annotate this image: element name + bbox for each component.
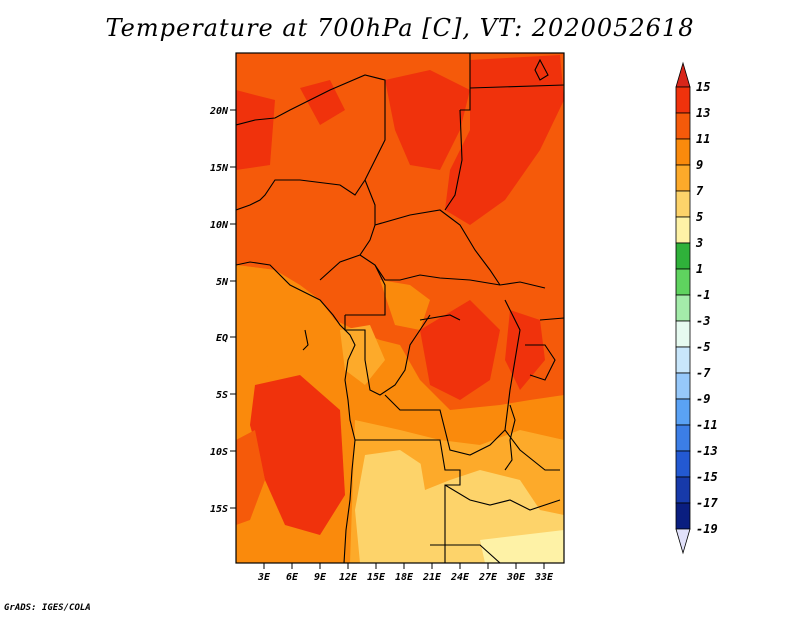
colorbar-segment <box>675 320 691 348</box>
colorbar-label: 11 <box>696 132 710 146</box>
colorbar-label: -17 <box>696 496 718 510</box>
lat-tick-label: 20N <box>209 106 229 117</box>
temperature-field <box>236 53 564 563</box>
lon-tick-label: 15E <box>367 572 386 583</box>
lon-tick-label: 12E <box>339 572 358 583</box>
hot-patch-west <box>236 90 275 170</box>
colorbar-label: 7 <box>696 184 704 198</box>
lon-tick-label: 24E <box>450 572 470 583</box>
colorbar-segment <box>675 346 691 374</box>
border-zambia-south <box>444 484 561 511</box>
colorbar-label: -15 <box>696 470 718 484</box>
cool-band-south <box>355 450 564 563</box>
colorbar-segments <box>675 61 691 555</box>
border-car-north <box>374 209 501 286</box>
colorbar-segment <box>675 450 691 478</box>
lon-tick-label: 18E <box>395 572 414 583</box>
lake-tanganyika <box>504 404 516 471</box>
colorbar-label: -1 <box>696 288 710 302</box>
colorbar-segment <box>675 268 691 296</box>
map-title: Temperature at 700hPa [C], VT: 202005261… <box>105 14 695 42</box>
border-east <box>504 299 560 471</box>
border-egypt <box>469 84 564 89</box>
lat-tick-label: 15N <box>210 163 229 174</box>
warm-patch-1 <box>380 280 430 330</box>
lon-tick-label: 9E <box>314 572 327 583</box>
colorbar-segment <box>675 476 691 504</box>
border-chad-sudan <box>444 109 463 211</box>
colorbar-segment <box>675 86 691 114</box>
hot-patch-north <box>385 70 470 170</box>
lon-tick-label: 3E <box>257 572 271 583</box>
border-libya <box>460 53 471 111</box>
colorbar-label: -11 <box>696 418 718 432</box>
colorbar-label: 15 <box>696 80 710 94</box>
atlantic-mid <box>236 430 265 525</box>
mild-patch-gabon <box>340 325 385 385</box>
lat-tick-label: 5N <box>216 277 229 288</box>
colorbar-label: -7 <box>696 366 711 380</box>
lon-tick-label: 27E <box>478 572 498 583</box>
border-uganda <box>539 317 564 321</box>
border-angola-drc <box>384 394 506 456</box>
lat-tick-label: 5S <box>216 390 228 401</box>
lat-tick-label: 10N <box>210 220 229 231</box>
border-namibia <box>430 544 501 563</box>
coastline-west <box>236 261 356 563</box>
lat-axis: 20N 15N 10N 5N EQ 5S 10S 15S <box>209 106 236 515</box>
colorbar-max-triangle <box>675 61 691 88</box>
lat-tick-label: 10S <box>210 447 228 458</box>
colorbar-label: -9 <box>696 392 710 406</box>
colorbar-label: 5 <box>696 210 703 224</box>
borders <box>236 53 564 563</box>
colorbar-label: -19 <box>696 522 718 536</box>
lon-tick-label: 6E <box>286 572 299 583</box>
lake-victoria <box>525 344 556 381</box>
lat-tick-label: 15S <box>210 504 228 515</box>
hot-patch-lakes <box>505 310 545 390</box>
coolest-patch <box>480 530 564 563</box>
border-car-drc <box>374 264 546 289</box>
colorbar-segment <box>675 502 691 530</box>
hot-patch-congo <box>420 300 500 400</box>
colorbar-label: -5 <box>696 340 710 354</box>
grads-credit: GrADS: IGES/COLA <box>4 603 91 613</box>
river-1 <box>419 314 461 321</box>
border-congo <box>344 314 431 396</box>
border-cameroon <box>319 254 386 316</box>
colorbar-segment <box>675 138 691 166</box>
colorbar-labels: 15 13 11 9 7 5 3 1 -1 -3 -5 -7 -9 -11 -13 -15 -17 -19 <box>695 80 718 536</box>
hot-patch-small-1 <box>300 80 345 125</box>
hot-patch-northeast <box>445 55 564 225</box>
colorbar-label: 13 <box>696 106 710 120</box>
colorbar-label: 1 <box>696 262 703 276</box>
hot-patch-atlantic-2 <box>250 375 345 535</box>
mild-patch-2 <box>420 455 450 490</box>
colorbar-label: -3 <box>696 314 710 328</box>
map-frame <box>235 52 565 564</box>
colorbar-segment <box>675 190 691 218</box>
colorbar: 15 13 11 9 7 5 3 1 -1 -3 -5 -7 -9 -11 -13 -15 -17 -19 <box>675 61 718 555</box>
warm-band-gulf <box>236 265 300 380</box>
colorbar-segment <box>675 424 691 452</box>
island-1 <box>302 329 309 351</box>
colorbar-segment <box>675 242 691 270</box>
lon-tick-label: 30E <box>506 572 526 583</box>
colorbar-label: 9 <box>696 158 703 172</box>
colorbar-segment <box>675 398 691 426</box>
colorbar-segment <box>675 294 691 322</box>
lon-axis: 3E 6E 9E 12E 15E 18E 21E 24E 27E 30E 33E <box>257 563 554 583</box>
colorbar-segment <box>675 216 691 244</box>
lon-tick-label: 33E <box>534 572 554 583</box>
colorbar-label: 3 <box>695 236 703 250</box>
colorbar-min-triangle <box>675 528 691 555</box>
lon-tick-label: 21E <box>422 572 442 583</box>
lat-tick-label: EQ <box>216 333 228 344</box>
colorbar-segment <box>675 112 691 140</box>
lake-nasser <box>534 58 549 81</box>
colorbar-segment <box>675 164 691 192</box>
colorbar-segment <box>675 372 691 400</box>
colorbar-label: -13 <box>696 444 718 458</box>
